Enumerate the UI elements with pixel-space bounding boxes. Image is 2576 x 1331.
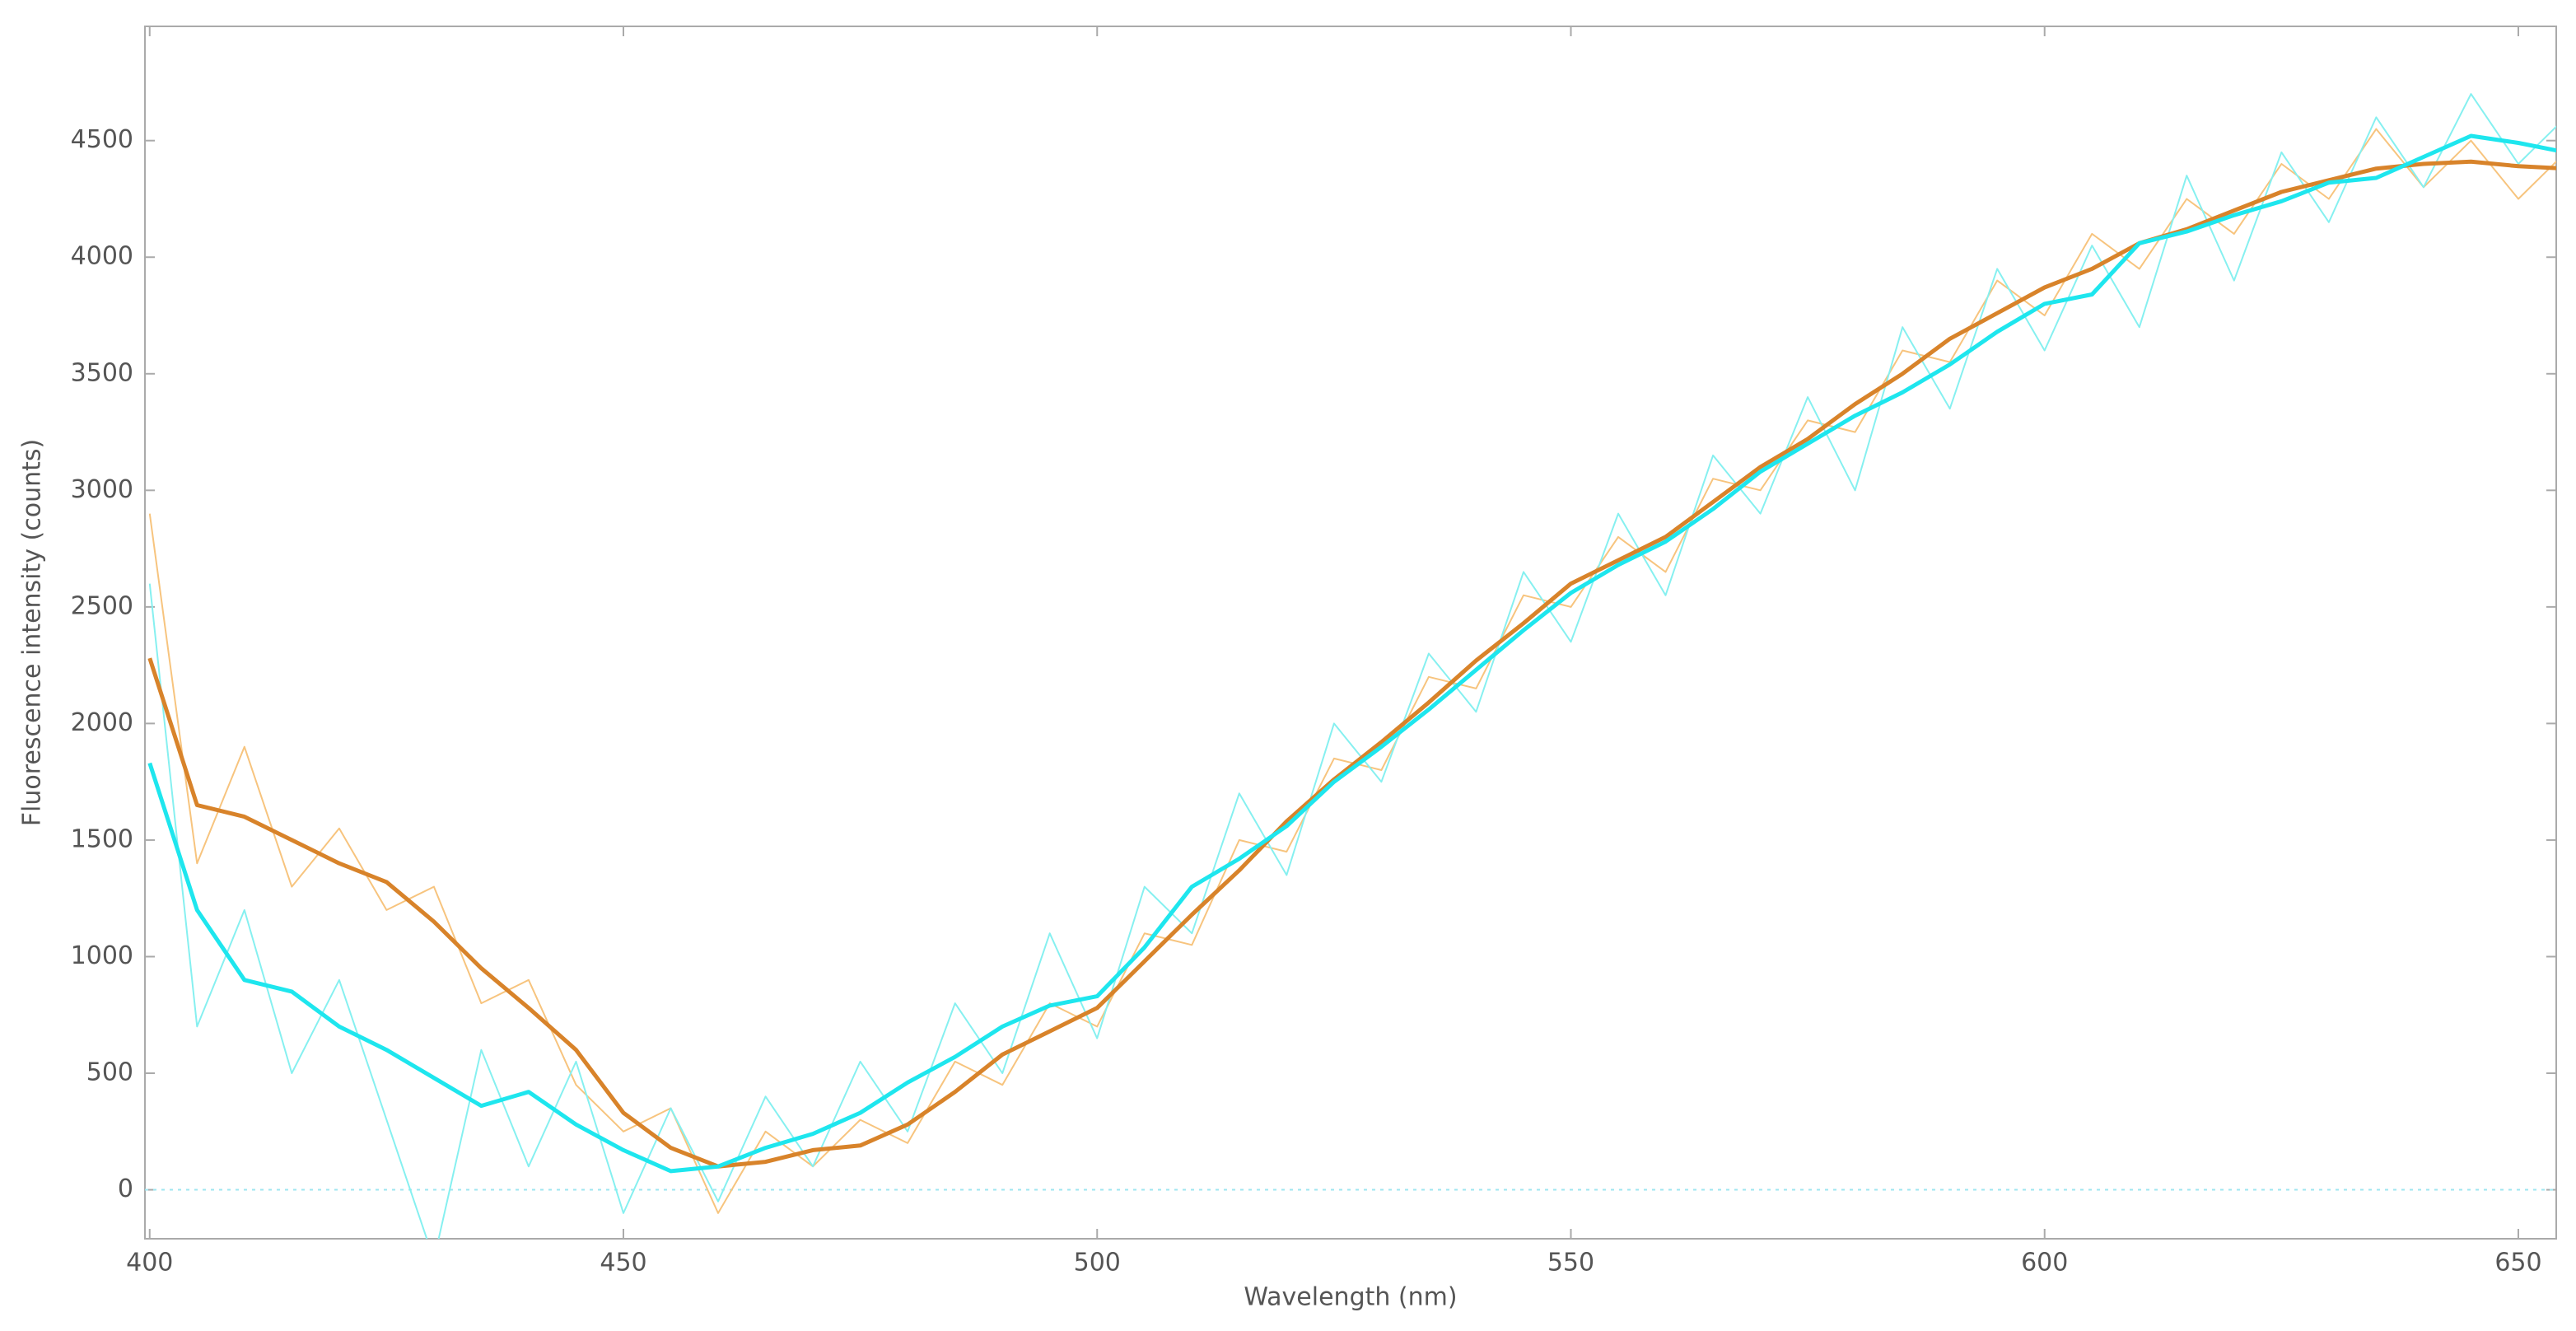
y-tick-label: 0 — [118, 1175, 133, 1203]
x-tick-label: 400 — [126, 1249, 173, 1277]
x-tick-label: 550 — [1547, 1249, 1594, 1277]
y-tick-label: 2500 — [71, 591, 133, 620]
x-tick-label: 500 — [1074, 1249, 1121, 1277]
y-axis-label: Fluorescence intensity (counts) — [18, 439, 47, 826]
x-tick-label: 600 — [2021, 1249, 2068, 1277]
y-tick-label: 4000 — [71, 242, 133, 271]
y-tick-label: 1000 — [71, 941, 133, 970]
plot-frame — [144, 26, 2557, 1240]
y-tick-label: 2000 — [71, 708, 133, 737]
y-tick-label: 3500 — [71, 358, 133, 387]
y-tick-label: 1500 — [71, 824, 133, 853]
series-line — [147, 133, 2556, 1174]
x-axis-label: Wavelength (nm) — [1244, 1283, 1457, 1312]
x-tick-label: 450 — [600, 1249, 646, 1277]
plot-area — [147, 93, 2556, 1239]
series-line — [148, 93, 2556, 1239]
y-tick-label: 4500 — [71, 125, 133, 154]
y-tick-label: 500 — [86, 1058, 133, 1087]
y-tick-label: 3000 — [71, 475, 133, 504]
x-tick-label: 650 — [2494, 1249, 2541, 1277]
